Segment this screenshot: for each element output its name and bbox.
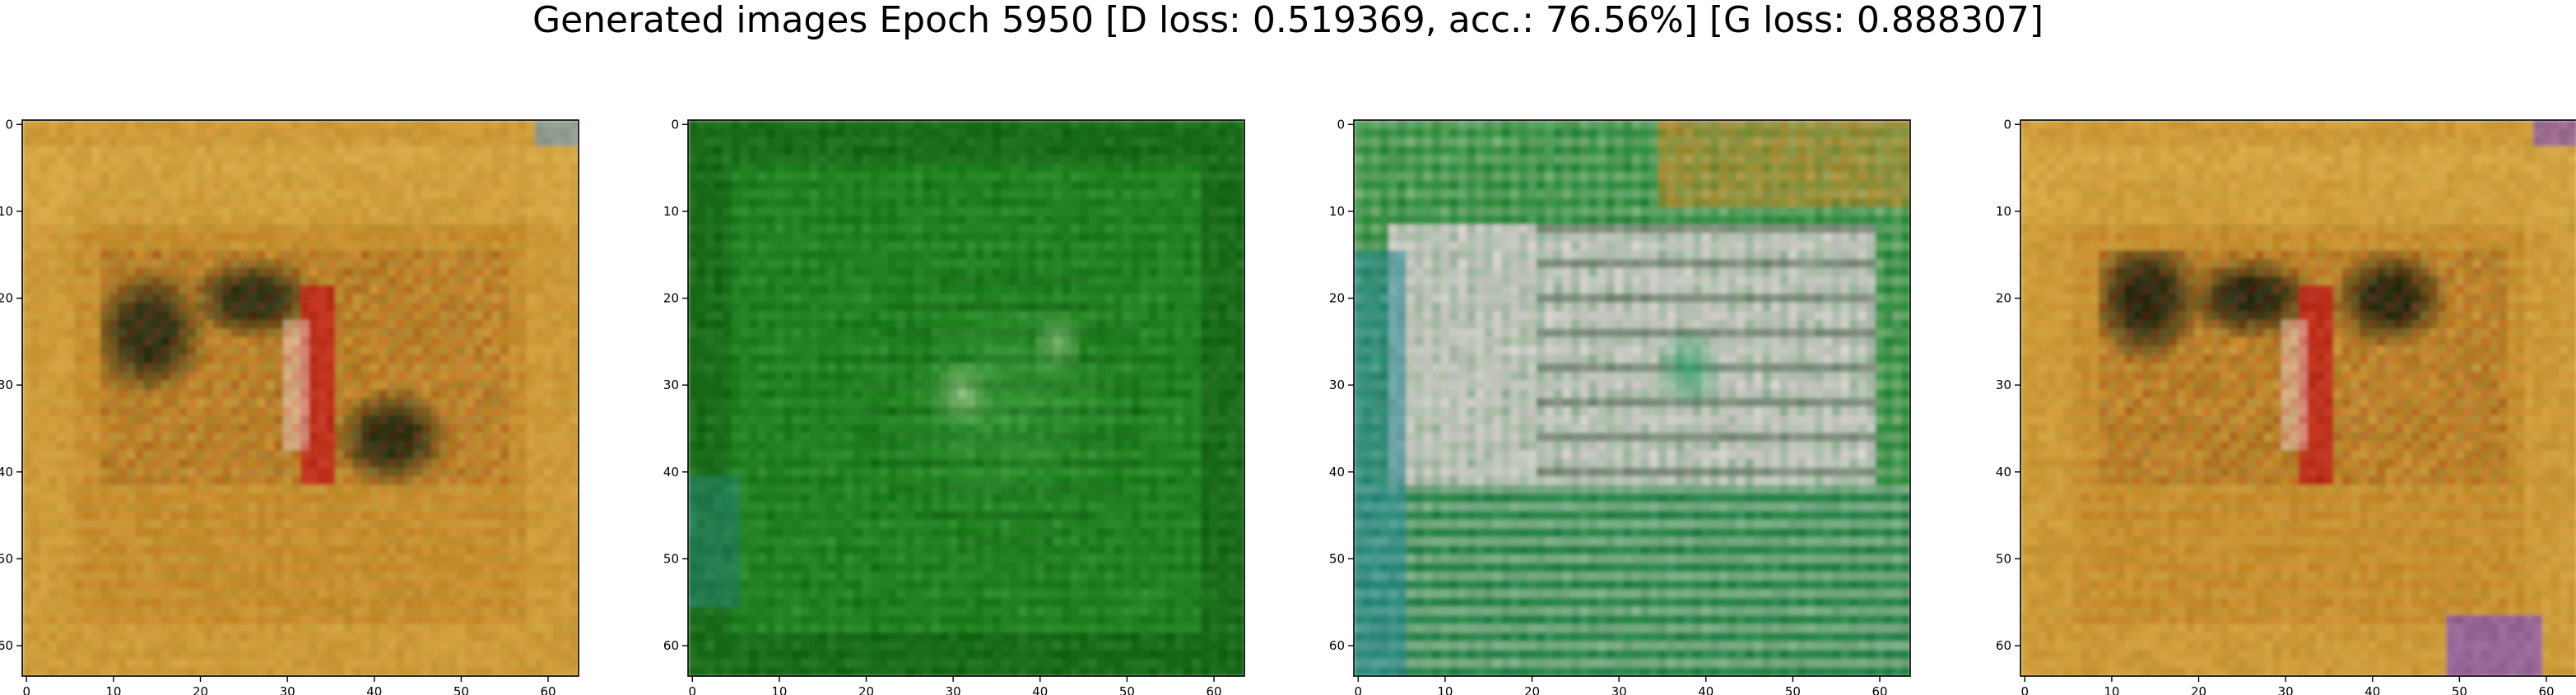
x-tick-label: 0 bbox=[23, 684, 31, 695]
x-tick-label: 20 bbox=[193, 684, 208, 695]
sample-4-panel: 0 10 20 30 40 50 60 0 10 20 30 40 50 60 bbox=[1996, 117, 2576, 695]
x-tick-label: 40 bbox=[1032, 684, 1048, 695]
x-tick-label: 10 bbox=[105, 684, 121, 695]
x-tick-label: 40 bbox=[1698, 684, 1713, 695]
x-tick-label: 0 bbox=[1355, 684, 1363, 695]
y-tick-label: 60 bbox=[663, 638, 679, 653]
y-tick-label: 30 bbox=[0, 378, 13, 392]
x-tick-label: 0 bbox=[689, 684, 697, 695]
y-tick-label: 30 bbox=[1996, 378, 2011, 392]
sample-2-image bbox=[688, 120, 1244, 676]
y-tick-label: 30 bbox=[663, 378, 679, 392]
x-tick-label: 50 bbox=[2452, 684, 2467, 695]
x-tick-label: 0 bbox=[2021, 684, 2030, 695]
x-tick-label: 60 bbox=[540, 684, 556, 695]
x-tick-label: 50 bbox=[1119, 684, 1135, 695]
x-tick-label: 30 bbox=[2278, 684, 2294, 695]
y-tick-label: 10 bbox=[0, 204, 13, 219]
sample-4-image bbox=[2020, 120, 2576, 676]
x-tick-label: 20 bbox=[858, 684, 874, 695]
y-tick-label: 50 bbox=[663, 551, 679, 566]
y-tick-label: 50 bbox=[1329, 551, 1345, 566]
sample-3-image bbox=[1354, 120, 1910, 676]
x-tick-label: 20 bbox=[2191, 684, 2206, 695]
x-tick-label: 10 bbox=[1437, 684, 1453, 695]
y-tick-label: 30 bbox=[1329, 378, 1345, 392]
x-tick-label: 10 bbox=[771, 684, 787, 695]
axes-frame bbox=[2020, 119, 2576, 677]
y-tick-label: 0 bbox=[5, 117, 13, 132]
y-tick-label: 50 bbox=[1996, 551, 2011, 566]
x-tick-label: 30 bbox=[1611, 684, 1627, 695]
y-tick-label: 20 bbox=[1996, 291, 2011, 306]
y-tick-label: 60 bbox=[1996, 638, 2011, 653]
x-tick-label: 40 bbox=[366, 684, 382, 695]
figure-title: Generated images Epoch 5950 [D loss: 0.5… bbox=[532, 0, 2044, 41]
sample-2-panel: 0 10 20 30 40 50 60 0 10 20 30 40 50 60 bbox=[663, 117, 1245, 695]
y-tick-label: 20 bbox=[663, 291, 679, 306]
axes-frame bbox=[21, 119, 579, 677]
x-tick-label: 30 bbox=[280, 684, 295, 695]
x-tick-label: 10 bbox=[2104, 684, 2119, 695]
x-tick-label: 30 bbox=[946, 684, 961, 695]
y-tick-label: 40 bbox=[1329, 465, 1345, 480]
y-tick-label: 0 bbox=[671, 117, 679, 132]
y-tick-label: 20 bbox=[0, 291, 13, 306]
axes-frame bbox=[1353, 119, 1911, 677]
y-tick-label: 60 bbox=[0, 638, 13, 653]
x-tick-label: 40 bbox=[2364, 684, 2380, 695]
y-tick-label: 40 bbox=[0, 465, 13, 480]
x-tick-label: 60 bbox=[2538, 684, 2554, 695]
y-tick-label: 10 bbox=[1329, 204, 1345, 219]
y-tick-label: 50 bbox=[0, 551, 13, 566]
x-tick-label: 50 bbox=[1785, 684, 1801, 695]
x-tick-label: 60 bbox=[1872, 684, 1887, 695]
x-tick-label: 60 bbox=[1206, 684, 1221, 695]
sample-3-panel: 0 10 20 30 40 50 60 0 10 20 30 40 50 60 bbox=[1329, 117, 1911, 695]
sample-1-image bbox=[22, 120, 579, 676]
y-tick-label: 60 bbox=[1329, 638, 1345, 653]
y-tick-label: 0 bbox=[2003, 117, 2011, 132]
y-tick-label: 40 bbox=[663, 465, 679, 480]
y-tick-label: 10 bbox=[663, 204, 679, 219]
y-tick-label: 40 bbox=[1996, 465, 2011, 480]
y-tick-label: 10 bbox=[1996, 204, 2011, 219]
axes-frame bbox=[687, 119, 1245, 677]
sample-1-panel: 0 10 20 30 40 50 60 0 10 20 30 40 50 60 bbox=[0, 117, 579, 695]
x-tick-label: 50 bbox=[453, 684, 469, 695]
y-tick-label: 0 bbox=[1337, 117, 1345, 132]
y-tick-label: 20 bbox=[1329, 291, 1345, 306]
x-tick-label: 20 bbox=[1524, 684, 1540, 695]
